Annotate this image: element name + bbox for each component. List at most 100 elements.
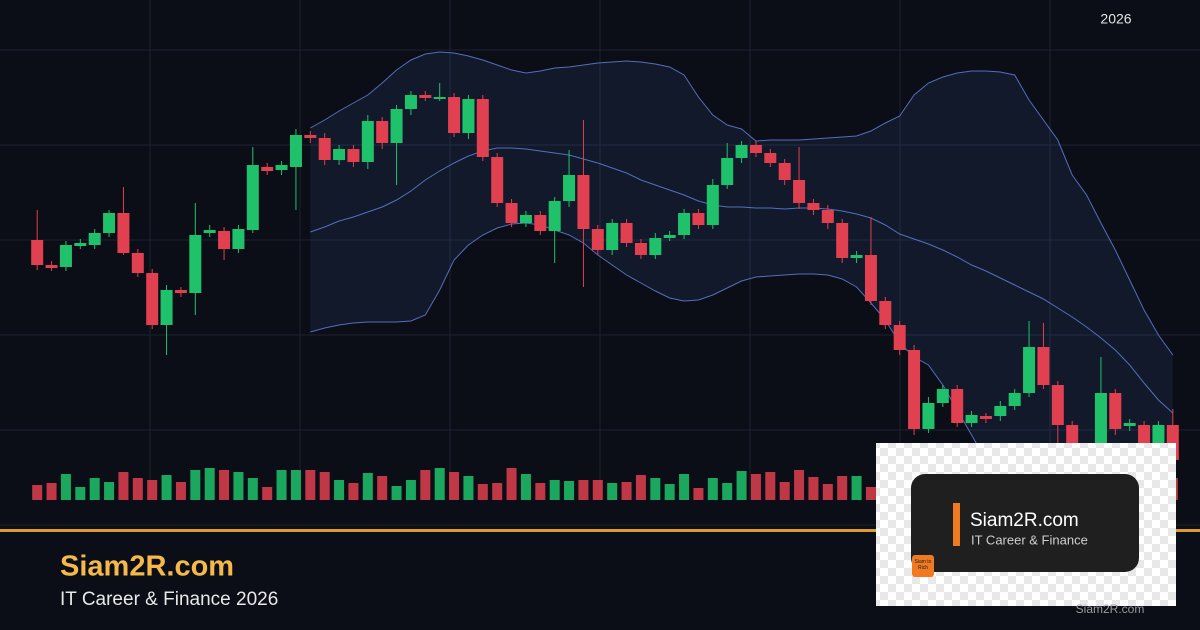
- candle-body: [965, 415, 978, 423]
- candle-body: [1051, 385, 1064, 425]
- volume-bar: [664, 484, 675, 500]
- volume-bar: [233, 472, 244, 500]
- candle-body: [778, 163, 791, 180]
- candle-body: [563, 175, 576, 201]
- candle-body: [1008, 393, 1021, 406]
- candle-body: [376, 121, 389, 143]
- candle-body: [476, 99, 489, 157]
- candle-body: [232, 229, 245, 249]
- candle-body: [74, 243, 87, 246]
- candle-body: [88, 233, 101, 245]
- candle-body: [218, 231, 231, 249]
- volume-bar: [104, 482, 115, 500]
- candle-body: [160, 290, 173, 325]
- candle-body: [678, 213, 691, 235]
- candle-body: [103, 213, 116, 233]
- volume-bar: [305, 470, 316, 500]
- candle-body: [735, 145, 748, 158]
- candle-body: [634, 243, 647, 255]
- candle-body: [333, 149, 346, 160]
- candle-body: [1037, 347, 1050, 385]
- candle-body: [275, 165, 288, 170]
- candle-body: [764, 153, 777, 163]
- candle-body: [994, 406, 1007, 416]
- footer-tagline: IT Career & Finance 2026: [60, 589, 278, 610]
- candle-body: [246, 165, 259, 230]
- candle-body: [620, 223, 633, 243]
- candle-body: [591, 229, 604, 250]
- volume-bar: [132, 478, 143, 500]
- candle-body: [692, 213, 705, 225]
- volume-bar: [621, 482, 632, 500]
- candle-body: [850, 255, 863, 258]
- volume-bar: [679, 474, 690, 500]
- volume-bar: [592, 480, 603, 500]
- card-watermark: Siam2R.com: [1076, 602, 1145, 616]
- volume-bar: [477, 484, 488, 500]
- candle-body: [534, 215, 547, 231]
- volume-bar: [262, 487, 273, 500]
- volume-bar: [794, 470, 805, 500]
- candle-body: [663, 235, 676, 238]
- volume-bar: [808, 477, 819, 500]
- candle-body: [31, 240, 44, 265]
- volume-bar: [161, 475, 172, 500]
- volume-bar: [822, 484, 833, 500]
- candles: [31, 83, 1179, 465]
- volume-bar: [578, 480, 589, 500]
- candle-body: [174, 290, 187, 293]
- volume-bar: [736, 471, 747, 500]
- candle-body: [433, 97, 446, 99]
- candle-body: [908, 350, 921, 429]
- candle-body: [519, 215, 532, 223]
- candle-body: [131, 253, 144, 273]
- candle-body: [836, 223, 849, 258]
- card-brand: Siam2R.com: [970, 510, 1079, 531]
- volume-bar: [492, 483, 503, 500]
- volume-bar: [420, 470, 431, 500]
- volume-bar: [190, 470, 201, 500]
- candle-body: [1109, 393, 1122, 429]
- candle-body: [1094, 393, 1107, 450]
- middle-band: [310, 147, 1174, 414]
- volume-bar: [247, 478, 258, 500]
- volume-bar: [506, 468, 517, 500]
- candle-body: [146, 273, 159, 325]
- volume-bar: [405, 480, 416, 500]
- volume-bar: [348, 483, 359, 500]
- card-logo-text: Siam to Rich: [914, 559, 932, 571]
- candle-body: [189, 235, 202, 293]
- candle-body: [261, 167, 274, 171]
- divider: [0, 529, 1200, 532]
- candle-body: [879, 301, 892, 325]
- candle-body: [505, 203, 518, 223]
- candle-body: [548, 201, 561, 231]
- volume-bar: [449, 472, 460, 500]
- volume-bar: [219, 470, 230, 500]
- volume-bar: [334, 480, 345, 500]
- volume-bar: [147, 480, 158, 500]
- candle-body: [936, 389, 949, 403]
- candle-body: [1123, 423, 1136, 426]
- candle-body: [893, 325, 906, 350]
- volume-bar: [276, 470, 287, 500]
- candle-body: [419, 95, 432, 98]
- volume-bar: [635, 475, 646, 500]
- upper-band: [310, 51, 1174, 356]
- candle-body: [203, 230, 216, 233]
- candle-body: [304, 135, 317, 138]
- volume-bar: [535, 483, 546, 500]
- candle-body: [1023, 347, 1036, 393]
- candle-body: [117, 213, 130, 253]
- volume-bar: [46, 483, 57, 500]
- volume-bar: [650, 478, 661, 500]
- candle-body: [289, 135, 302, 167]
- volume-bar: [707, 478, 718, 500]
- volume-bar: [319, 472, 330, 500]
- volume-bar: [175, 482, 186, 500]
- volume-bar: [434, 468, 445, 500]
- candle-body: [347, 149, 360, 162]
- volume-bar: [607, 483, 618, 500]
- volume-bar: [851, 476, 862, 500]
